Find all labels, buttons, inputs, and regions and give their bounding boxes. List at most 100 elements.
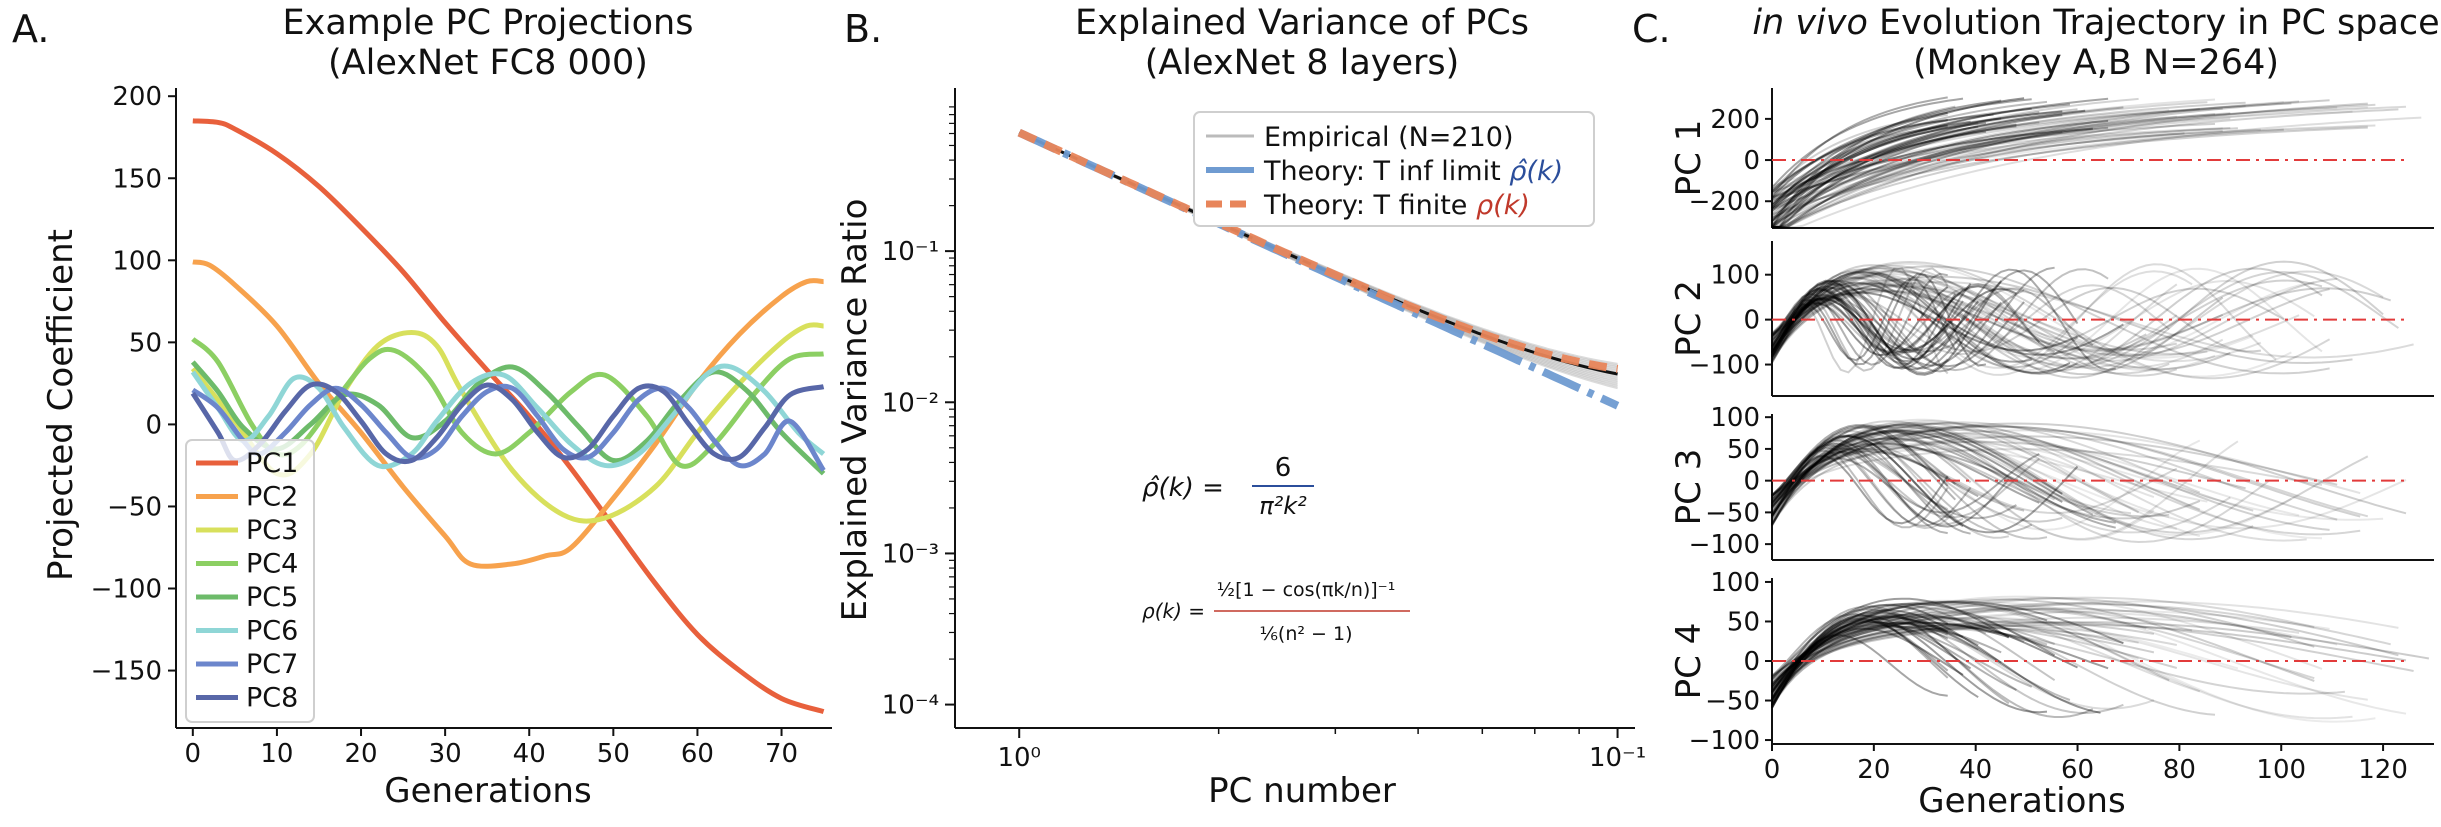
trajectory-line [1771, 453, 2040, 514]
trajectory-line [1771, 597, 2315, 688]
trajectory-line [1771, 266, 2055, 373]
trajectory-line [1771, 102, 2292, 194]
subplot-ytick-label: 0 [1743, 306, 1760, 336]
trajectory-line [1771, 420, 2307, 542]
trajectory-line [1771, 621, 2017, 703]
trajectory-line [1771, 101, 2284, 228]
subplot-pc4: 100 50 0 −50 −100 PC 4 [1669, 568, 2434, 756]
trajectory-line [1771, 98, 2032, 193]
panel-a-legend-frame [185, 439, 315, 723]
trajectory-line [1771, 275, 2353, 365]
trajectory-line [1771, 448, 2208, 503]
trajectory-line [1771, 268, 2109, 372]
trajectory-line [1771, 287, 2285, 352]
trajectory-line [1771, 429, 2330, 531]
trajectory-line [1771, 611, 2201, 693]
trajectory-line [1771, 267, 2224, 376]
trajectory-line [1771, 623, 2124, 685]
trajectory-line [1771, 444, 1964, 526]
trajectory-line [1771, 617, 2139, 689]
trajectory-line [1771, 285, 2056, 354]
trajectory-line [1771, 105, 2246, 211]
subplot-ytick-label: −50 [1705, 498, 1760, 528]
trajectory-line [1771, 119, 2109, 228]
trajectory-line [1771, 287, 2124, 358]
trajectory-line [1771, 622, 2109, 707]
panel-b-xticks: 10⁰ 10⁻¹ [997, 728, 1646, 773]
trajectory-line [1771, 282, 2147, 360]
trajectory-line [1771, 432, 2407, 530]
trajectory-line [1771, 615, 2002, 699]
trajectory-line [1771, 270, 2178, 375]
panel-c-title-italic: in vivo [1752, 3, 1868, 43]
trajectory-line [1771, 103, 2070, 209]
trajectory-line [1771, 600, 2124, 687]
panel-b-ytick-label: 10⁻¹ [882, 237, 939, 267]
legend-label-pc7: PC7 [246, 649, 298, 680]
trajectory-line [1771, 430, 2231, 534]
trajectory-line [1771, 422, 2201, 511]
trajectory-line [1771, 447, 1979, 498]
panel-a-ytick-label: 200 [112, 82, 162, 112]
trajectory-line [1771, 288, 1957, 369]
trajectory-line [1771, 449, 1949, 529]
trajectory-line [1771, 613, 1949, 679]
trajectory-line [1771, 447, 2132, 515]
panel-c-title-line1: in vivo Evolution Trajectory in PC space [1752, 3, 2439, 43]
trajectory-line [1771, 127, 2231, 193]
panel-c-xtick-label: 0 [1764, 755, 1781, 785]
panel-a-ytick-label: −50 [107, 492, 162, 522]
trajectory-line [1771, 109, 2086, 222]
legend-label-pc5: PC5 [246, 582, 298, 613]
trajectory-line [1772, 111, 2040, 228]
trajectory-line [1771, 293, 1949, 363]
trajectory-line [1771, 262, 2292, 378]
trajectory-line [1771, 602, 2056, 699]
trajectory-line [1771, 287, 2392, 352]
trajectory-line [1771, 426, 2048, 540]
subplot-ytick-label: 0 [1743, 467, 1760, 497]
trajectory-line [1771, 621, 2002, 701]
trajectory-line [1771, 418, 2201, 537]
panel-a-letter: A. [12, 7, 49, 51]
trajectory-line [1771, 130, 1987, 228]
trajectory-line [1771, 609, 2101, 714]
trajectory-line [1771, 634, 1948, 697]
trajectory-line [1771, 608, 2094, 718]
subplot-ytick-label: −100 [1689, 530, 1760, 560]
trajectory-line [1771, 437, 2056, 509]
trajectory-line [1771, 281, 2032, 363]
theory-finite-curve [1017, 128, 1619, 373]
trajectory-line [1771, 615, 2025, 693]
panel-c-title-rest: Evolution Trajectory in PC space [1868, 3, 2440, 43]
trajectory-line [1771, 284, 2170, 361]
panel-c-xtick-label: 20 [1857, 755, 1890, 785]
panel-a-ytick-label: −150 [91, 657, 162, 687]
trajectory-line [1771, 260, 2384, 379]
trajectory-line [1771, 124, 1948, 228]
subplot-ytick-label: 100 [1710, 568, 1760, 598]
panel-a-ytick-label: 100 [112, 246, 162, 276]
legend-label-pc2: PC2 [246, 482, 298, 513]
trajectory-line [1771, 617, 1979, 709]
trajectory-line [1771, 449, 2025, 512]
trajectory-line [1771, 97, 2109, 209]
trajectory-line [1771, 279, 2002, 376]
trajectory-line [1771, 599, 2376, 723]
legend-theory-inf-text: Theory: T inf limit [1263, 156, 1501, 187]
trajectory-line [1771, 290, 2224, 351]
trajectory-line [1771, 604, 2147, 680]
trajectory-line [1771, 285, 2208, 362]
trajectory-line [1771, 286, 2002, 367]
trajectory-line [1771, 127, 2223, 222]
panel-a-xtick-label: 20 [344, 739, 377, 769]
trajectory-line [1771, 287, 1964, 352]
trajectory-line [1771, 114, 1948, 192]
trajectory-line [1771, 596, 2315, 709]
trajectory-line [1771, 108, 2399, 219]
trajectory-line [1771, 272, 1948, 366]
trajectory-line [1771, 627, 2139, 681]
trajectory-line [1771, 439, 2170, 520]
trajectory-line [1771, 442, 2010, 528]
panel-a-ylabel: Projected Coefficient [41, 229, 81, 581]
